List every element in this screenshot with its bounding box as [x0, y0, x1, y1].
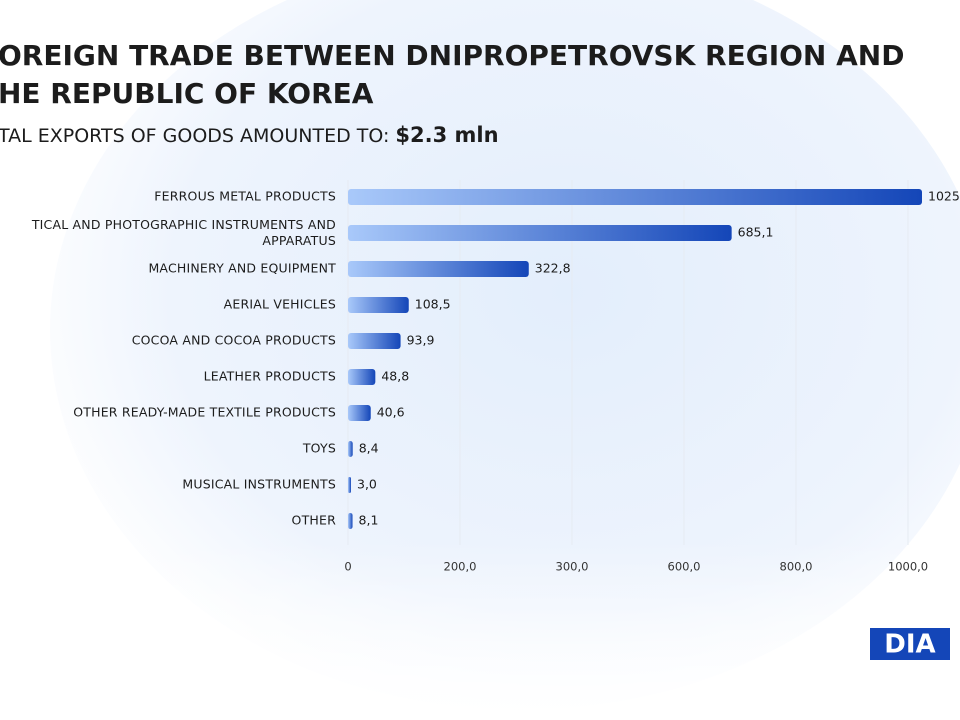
bar — [348, 477, 351, 493]
bar — [348, 513, 353, 529]
bar — [348, 333, 401, 349]
value-label: 3,0 — [357, 477, 377, 492]
category-label: AERIAL VEHICLES — [224, 297, 336, 312]
x-tick-label: 0 — [344, 560, 351, 574]
category-label: OTHER — [292, 513, 337, 528]
x-tick-label: 600,0 — [668, 560, 701, 574]
x-tick-label: 300,0 — [556, 560, 589, 574]
x-tick-label: 200,0 — [444, 560, 477, 574]
category-label: COCOA AND COCOA PRODUCTS — [132, 333, 336, 348]
value-label: 8,1 — [359, 513, 379, 528]
category-label: OTHER READY-MADE TEXTILE PRODUCTS — [73, 405, 336, 420]
bar — [348, 189, 922, 205]
bar — [348, 297, 409, 313]
subtitle: TAL EXPORTS OF GOODS AMOUNTED TO: $2.3 m… — [0, 123, 499, 147]
value-label: 685,1 — [738, 225, 774, 240]
category-label-line: APPARATUS — [258, 233, 336, 248]
x-tick-label: 1000,0 — [888, 560, 928, 574]
value-label: 8,4 — [359, 441, 379, 456]
value-label: 40,6 — [377, 405, 405, 420]
value-label: 322,8 — [535, 261, 571, 276]
subtitle-text: TAL EXPORTS OF GOODS AMOUNTED TO: — [0, 125, 389, 147]
bar — [348, 369, 376, 385]
category-label: FERROUS METAL PRODUCTS — [154, 189, 336, 204]
category-label: TOYS — [302, 441, 336, 456]
title: OREIGN TRADE BETWEEN DNIPROPETROVSK REGI… — [0, 39, 904, 72]
bar — [348, 261, 529, 277]
category-label: TICAL AND PHOTOGRAPHIC INSTRUMENTS AND A… — [31, 217, 336, 248]
category-label: MUSICAL INSTRUMENTS — [182, 477, 336, 492]
category-label: LEATHER PRODUCTS — [204, 369, 336, 384]
logo-box — [870, 628, 950, 660]
value-label: 108,5 — [415, 297, 451, 312]
category-label: MACHINERY AND EQUIPMENT — [148, 261, 336, 276]
logo-text: DIA — [884, 630, 935, 660]
bar — [348, 405, 371, 421]
category-label-line: TICAL AND PHOTOGRAPHIC INSTRUMENTS AND — [31, 217, 336, 232]
subtitle-value: $2.3 mln — [395, 123, 498, 147]
title: HE REPUBLIC OF KOREA — [0, 77, 374, 110]
value-label: 48,8 — [381, 369, 409, 384]
bar — [348, 225, 732, 241]
logo: DIA — [870, 628, 950, 660]
x-tick-label: 800,0 — [780, 560, 813, 574]
value-label: 93,9 — [407, 333, 435, 348]
value-label: 1025 — [928, 189, 960, 204]
bar — [348, 441, 353, 457]
